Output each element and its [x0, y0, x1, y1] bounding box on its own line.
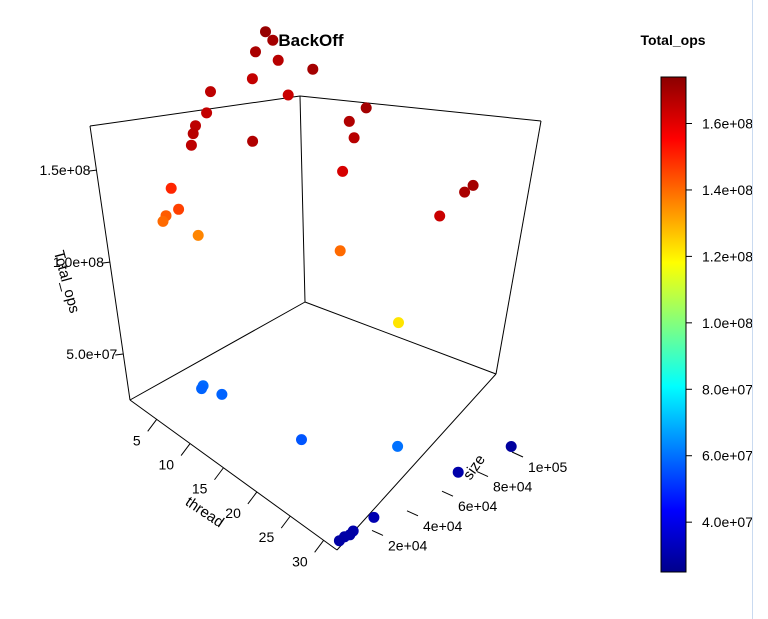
data-point — [272, 54, 284, 66]
data-point — [452, 466, 464, 478]
thread-tick-label: 20 — [225, 505, 241, 521]
data-point — [267, 34, 279, 46]
size-tick-label: 1e+05 — [528, 459, 568, 475]
size-axis-label: size — [460, 452, 489, 484]
thread-tick-mark — [180, 443, 191, 456]
thread-tick-label: 30 — [292, 553, 308, 569]
thread-tick-mark — [214, 467, 224, 481]
data-point — [250, 46, 261, 58]
window-edge — [752, 0, 753, 619]
data-point — [334, 245, 346, 257]
data-point — [360, 102, 372, 114]
data-point — [173, 203, 185, 215]
data-point — [282, 89, 294, 101]
total-ops-tick-label: 5.0e+07 — [66, 346, 117, 362]
thread-tick-label: 25 — [259, 529, 275, 545]
chart-title: BackOff — [278, 31, 344, 50]
colorbar-tick-label: 1.6e+08 — [702, 116, 753, 132]
data-point — [247, 135, 259, 147]
data-point — [196, 383, 208, 395]
data-point — [192, 229, 204, 241]
colorbar-tick-label: 8.0e+07 — [702, 381, 753, 397]
thread-axis-label: thread — [182, 493, 227, 531]
size-tick-mark — [511, 451, 524, 458]
colorbar-title: Total_ops — [640, 32, 705, 48]
thread-tick-label: 15 — [192, 481, 208, 497]
data-point — [187, 128, 199, 140]
size-tick-mark — [441, 490, 454, 497]
thread-tick-label: 5 — [133, 432, 141, 448]
colorbar-tick-label: 4.0e+07 — [702, 514, 753, 530]
size-tick-label: 6e+04 — [458, 498, 498, 514]
size-tick-mark — [406, 510, 419, 517]
data-point — [434, 210, 446, 222]
data-point — [246, 73, 258, 85]
colorbar-tick-label: 1.0e+08 — [702, 315, 753, 331]
colorbar — [660, 76, 687, 573]
colorbar-tick-label: 1.4e+08 — [702, 182, 753, 198]
thread-tick-mark — [314, 540, 325, 553]
data-point — [185, 139, 197, 151]
total-ops-tick-mark — [88, 169, 97, 172]
data-point — [368, 511, 380, 523]
data-point — [216, 388, 228, 400]
size-tick-label: 2e+04 — [388, 537, 428, 553]
data-points — [157, 26, 517, 547]
data-point — [348, 132, 360, 144]
data-point — [165, 182, 177, 194]
thread-tick-mark — [280, 515, 291, 529]
data-point — [201, 107, 213, 119]
data-point — [505, 441, 517, 452]
data-point — [337, 165, 349, 177]
colorbar-ticks: 4.0e+07 6.0e+07 8.0e+07 1.0e+08 1.2e+08 1.4e+… — [686, 116, 753, 530]
data-point — [205, 86, 216, 98]
colorbar-tick-label: 1.2e+08 — [702, 248, 753, 264]
size-tick-mark — [476, 471, 489, 478]
colorbar-tick-label: 6.0e+07 — [702, 448, 753, 464]
plot-box — [89, 95, 542, 551]
data-point — [157, 215, 169, 227]
total-ops-tick-mark — [101, 261, 110, 264]
thread-tick-mark — [147, 419, 158, 432]
data-point — [296, 434, 307, 446]
data-point — [343, 115, 355, 127]
size-tick-mark — [371, 529, 384, 536]
size-tick-label: 4e+04 — [423, 518, 463, 534]
total-ops-axis-ticks: 5.0e+07 1.0e+08 1.5e+08 — [39, 162, 124, 362]
total-ops-tick-label: 1.0e+08 — [53, 254, 104, 270]
thread-axis-ticks: 5 10 15 20 25 30 — [133, 419, 325, 569]
data-point — [307, 63, 319, 75]
data-point — [467, 179, 479, 191]
data-point — [260, 26, 271, 38]
thread-tick-label: 10 — [159, 457, 175, 473]
data-point — [393, 317, 404, 329]
size-tick-label: 8e+04 — [493, 479, 533, 495]
data-point — [392, 440, 404, 452]
total-ops-tick-mark — [115, 353, 124, 356]
thread-tick-mark — [247, 491, 258, 505]
data-point — [459, 186, 471, 198]
size-axis-ticks: 2e+04 4e+04 6e+04 8e+04 1e+05 — [371, 451, 568, 553]
data-point — [333, 535, 345, 547]
total-ops-tick-label: 1.5e+08 — [39, 162, 90, 178]
